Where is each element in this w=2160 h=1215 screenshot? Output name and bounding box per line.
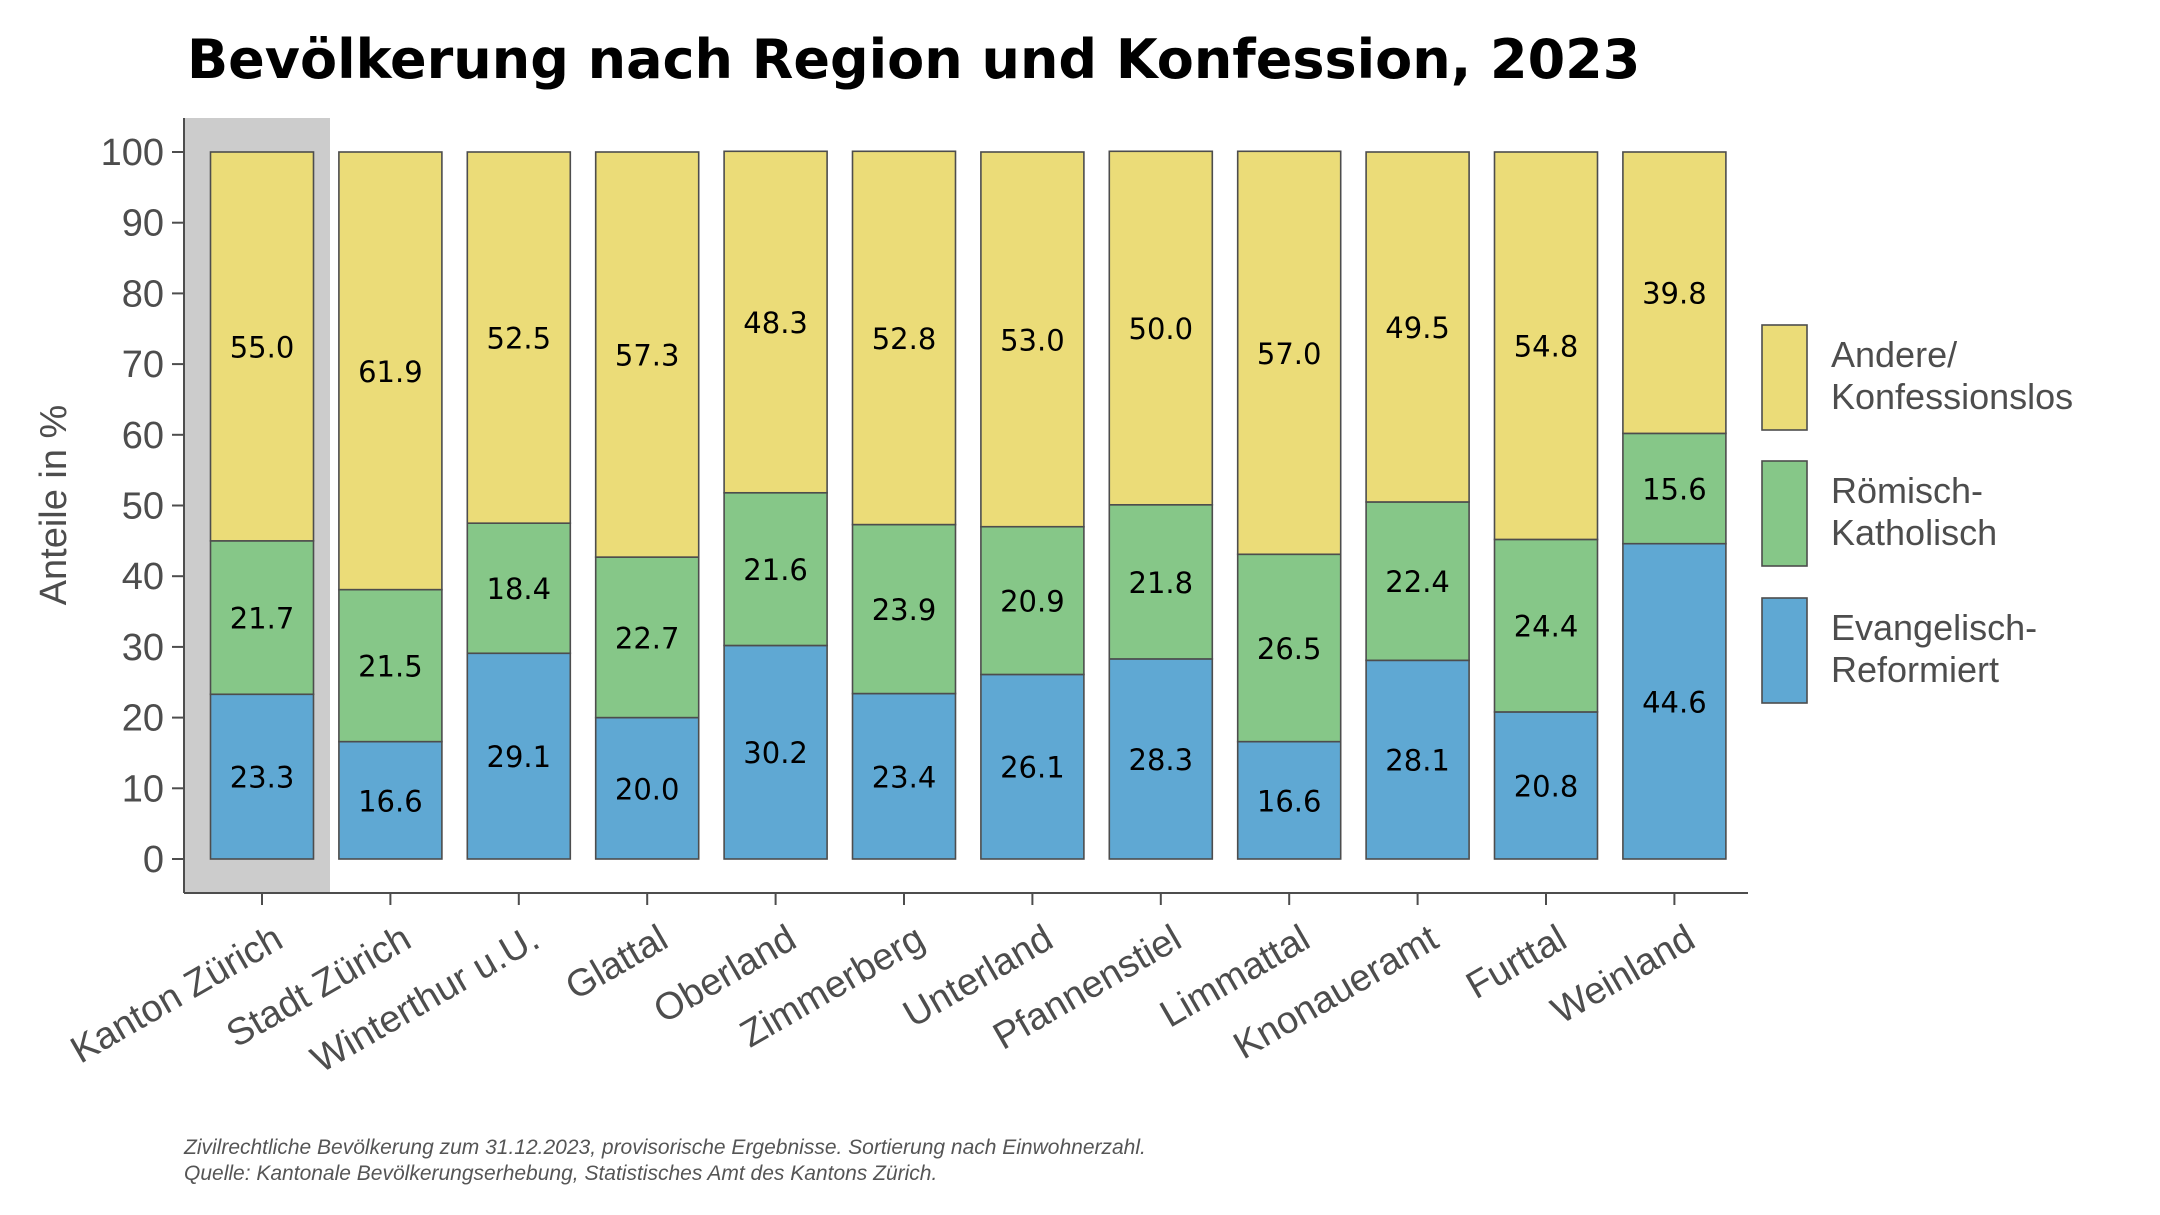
data-label: 20.8: [1514, 769, 1579, 803]
data-label: 22.7: [615, 621, 680, 655]
legend-label: Andere/: [1831, 334, 1957, 375]
bar-segment: [851, 150, 957, 526]
bar-segment: [466, 151, 572, 524]
data-label: 23.9: [872, 593, 937, 627]
data-label: 24.4: [1514, 610, 1579, 644]
bar-segment: [1622, 151, 1727, 435]
bar-segment: [980, 525, 1085, 676]
data-label: 16.6: [358, 784, 423, 818]
bar-segment: [1622, 432, 1727, 545]
legend-label: Konfessionslos: [1831, 376, 2073, 417]
x-tick-label: Weinland: [1545, 917, 1703, 1032]
legend-swatch: [1761, 324, 1808, 431]
data-label: 26.1: [1000, 751, 1065, 785]
bar-segment: [1365, 659, 1470, 860]
legend-label: Katholisch: [1831, 512, 1997, 553]
data-label: 18.4: [487, 572, 552, 606]
bar-segment: [723, 150, 828, 494]
footnote-line-1: Zivilrechtliche Bevölkerung zum 31.12.20…: [183, 1136, 1146, 1159]
bar-segment: [1365, 501, 1470, 662]
data-label: 22.4: [1385, 565, 1450, 599]
legend-swatch: [1761, 460, 1808, 567]
bar-segment: [594, 151, 700, 558]
bar-segment: [209, 151, 315, 542]
bar-segment: [338, 151, 443, 591]
chart-title: Bevölkerung nach Region und Konfession, …: [187, 28, 1640, 91]
data-label: 15.6: [1642, 473, 1707, 507]
bar-segment: [1493, 711, 1599, 860]
data-label: 50.0: [1129, 312, 1194, 346]
data-label: 20.9: [1000, 585, 1065, 619]
data-label: 26.5: [1257, 632, 1322, 666]
bar-segment: [466, 652, 572, 860]
data-label: 61.9: [358, 355, 423, 389]
y-tick-label: 0: [143, 839, 164, 881]
y-tick-label: 40: [122, 556, 164, 598]
data-label: 28.3: [1129, 743, 1194, 777]
data-label: 21.5: [358, 650, 423, 684]
legend-label: Evangelisch-: [1831, 607, 2037, 648]
y-axis-label: Anteile in %: [33, 405, 75, 606]
data-label: 29.1: [487, 740, 552, 774]
y-tick-label: 70: [122, 344, 164, 386]
bar-segment: [723, 644, 828, 860]
footnote-line-2: Quelle: Kantonale Bevölkerungserhebung, …: [184, 1162, 937, 1185]
legend-label: Römisch-: [1831, 470, 1983, 511]
legend-swatch: [1761, 597, 1808, 704]
legend-label: Reformiert: [1831, 649, 1999, 690]
bar-segment: [209, 693, 315, 860]
data-label: 48.3: [743, 306, 808, 340]
bar-segment: [1622, 542, 1727, 860]
data-label: 21.6: [743, 553, 808, 587]
bar-segment: [1365, 151, 1470, 503]
y-tick-label: 80: [122, 273, 164, 315]
y-tick-label: 60: [122, 415, 164, 457]
data-label: 53.0: [1000, 323, 1065, 357]
bar-segment: [1493, 151, 1599, 541]
bar-segment: [594, 556, 700, 719]
data-label: 54.8: [1514, 330, 1579, 364]
data-label: 57.0: [1257, 337, 1322, 371]
y-tick-label: 50: [122, 486, 164, 528]
data-label: 44.6: [1642, 685, 1707, 719]
x-tick-label: Kanton Zürich: [64, 917, 290, 1072]
bar-segment: [980, 151, 1085, 528]
bar-segment: [723, 491, 828, 647]
data-label: 39.8: [1642, 277, 1707, 311]
data-label: 23.3: [230, 761, 295, 795]
data-label: 55.0: [230, 330, 295, 364]
y-tick-label: 20: [122, 698, 164, 740]
bar-segment: [1108, 150, 1214, 506]
data-label: 23.4: [872, 760, 937, 794]
bar-segment: [466, 522, 572, 655]
data-label: 30.2: [743, 736, 808, 770]
data-label: 52.8: [872, 322, 937, 356]
y-tick-label: 100: [101, 132, 164, 174]
y-tick-label: 30: [122, 627, 164, 669]
data-label: 20.0: [615, 772, 680, 806]
data-label: 21.7: [230, 602, 295, 636]
bar-segment: [1236, 150, 1342, 556]
y-tick-label: 90: [122, 203, 164, 245]
data-label: 21.8: [1129, 566, 1194, 600]
data-label: 28.1: [1385, 744, 1450, 778]
data-label: 57.3: [615, 339, 680, 373]
data-label: 49.5: [1385, 311, 1450, 345]
bar-segment: [980, 673, 1085, 860]
y-tick-label: 10: [122, 768, 164, 810]
bar-segment: [338, 588, 443, 743]
data-label: 52.5: [487, 322, 552, 356]
data-label: 16.6: [1257, 784, 1322, 818]
bar-segment: [1108, 658, 1214, 860]
bar-segment: [338, 740, 443, 860]
bar-segment: [851, 523, 957, 695]
bar-segment: [1493, 538, 1599, 713]
x-tick-label: Winterthur u.U.: [304, 917, 546, 1081]
bar-segment: [851, 692, 957, 860]
bar-segment: [1236, 553, 1342, 743]
bar-segment: [1108, 503, 1214, 660]
